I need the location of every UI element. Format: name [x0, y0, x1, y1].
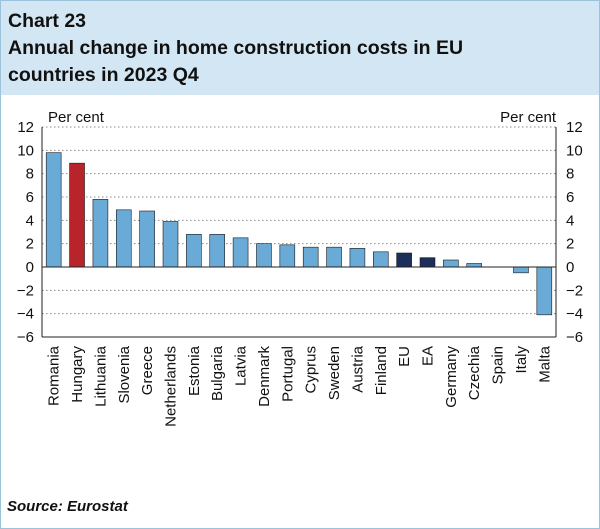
x-tick-label: Estonia [186, 345, 203, 396]
bars [45, 152, 553, 316]
x-tick-label: Malta [536, 345, 553, 382]
bar-hungary [69, 162, 85, 268]
bar-eu [396, 252, 412, 268]
chart-title-line-2: countries in 2023 Q4 [8, 64, 199, 86]
x-tick-label: Cyprus [303, 346, 320, 394]
x-tick-label: Portugal [279, 346, 296, 402]
chart-number: Chart 23 [8, 10, 87, 32]
y-tick-label-left: 8 [26, 166, 34, 183]
x-tick-label: Slovenia [116, 345, 133, 403]
y-tick-label-right: −4 [566, 306, 583, 323]
y-tick-label-left: 4 [26, 212, 34, 229]
y-tick-label-right: 12 [566, 119, 583, 136]
x-tick-label: Hungary [69, 346, 86, 403]
bar-malta [536, 266, 553, 316]
bar-cyprus [302, 246, 319, 268]
y-tick-label-left: −4 [17, 306, 34, 323]
bar-slovenia [115, 209, 132, 268]
bar-finland [372, 251, 389, 268]
source-note: Source: Eurostat [7, 498, 128, 515]
axes [41, 127, 557, 338]
chart-header: Chart 23 Annual change in home construct… [1, 1, 599, 95]
bar-sweden [326, 246, 342, 268]
chart-title-line-1: Annual change in home construction costs… [8, 37, 464, 59]
bar-netherlands [162, 221, 179, 268]
bar-estonia [186, 234, 202, 268]
y-tick-label-right: 6 [566, 189, 574, 206]
x-tick-label: Denmark [256, 346, 273, 407]
x-tick-label: Sweden [326, 346, 343, 400]
y-tick-label-right: 0 [566, 259, 574, 276]
bar-chart: Per cent Per cent 12 10 8 6 4 2 0 −2 −4 −6 12 10 8 6… [17, 109, 583, 427]
x-tick-label: Bulgaria [209, 345, 226, 401]
bar-greece [139, 210, 155, 268]
bar-latvia [232, 237, 249, 268]
y-tick-label-left: −2 [17, 282, 34, 299]
y-tick-label-left: 12 [17, 119, 34, 136]
x-tick-label: Czechia [466, 345, 483, 400]
bar-italy [513, 266, 529, 274]
x-tick-label: EA [420, 346, 437, 366]
y-tick-label-right: 4 [566, 212, 574, 229]
bar-romania [45, 152, 62, 268]
x-tick-labels: Romania Hungary Lithuania Slovenia Greece Net… [46, 345, 554, 427]
x-tick-label: Lithuania [92, 345, 109, 407]
bar-czechia [466, 263, 483, 268]
bar-austria [349, 248, 366, 268]
y-tick-label-left: −6 [17, 329, 34, 346]
y-axis-label-right: Per cent [500, 109, 557, 126]
bar-ea [419, 257, 436, 268]
y-tick-label-right: 2 [566, 236, 574, 253]
x-tick-label: Italy [513, 346, 530, 374]
bar-bulgaria [209, 234, 226, 268]
y-axis-label-left: Per cent [48, 109, 105, 126]
gridlines [42, 126, 556, 315]
bar-germany [443, 259, 459, 268]
x-tick-label: Finland [373, 346, 390, 395]
y-tick-label-right: 8 [566, 166, 574, 183]
y-ticks-right: 12 10 8 6 4 2 0 −2 −4 −6 [566, 119, 583, 346]
x-tick-label: EU [396, 346, 413, 367]
y-tick-label-left: 0 [26, 259, 34, 276]
y-tick-label-left: 6 [26, 189, 34, 206]
y-ticks-left: 12 10 8 6 4 2 0 −2 −4 −6 [17, 119, 34, 346]
x-tick-label: Austria [349, 345, 366, 392]
y-tick-label-left: 10 [17, 142, 34, 159]
bar-denmark [256, 243, 272, 268]
y-tick-label-right: −6 [566, 329, 583, 346]
x-tick-label: Latvia [233, 345, 250, 386]
x-tick-label: Spain [490, 346, 507, 384]
bar-portugal [279, 244, 296, 268]
x-tick-label: Germany [443, 346, 460, 408]
bar-lithuania [92, 199, 109, 268]
x-tick-label: Greece [139, 346, 156, 395]
y-tick-label-right: 10 [566, 142, 583, 159]
x-tick-label: Netherlands [163, 346, 180, 427]
y-tick-label-left: 2 [26, 236, 34, 253]
x-tick-label: Romania [46, 345, 63, 406]
y-tick-label-right: −2 [566, 282, 583, 299]
